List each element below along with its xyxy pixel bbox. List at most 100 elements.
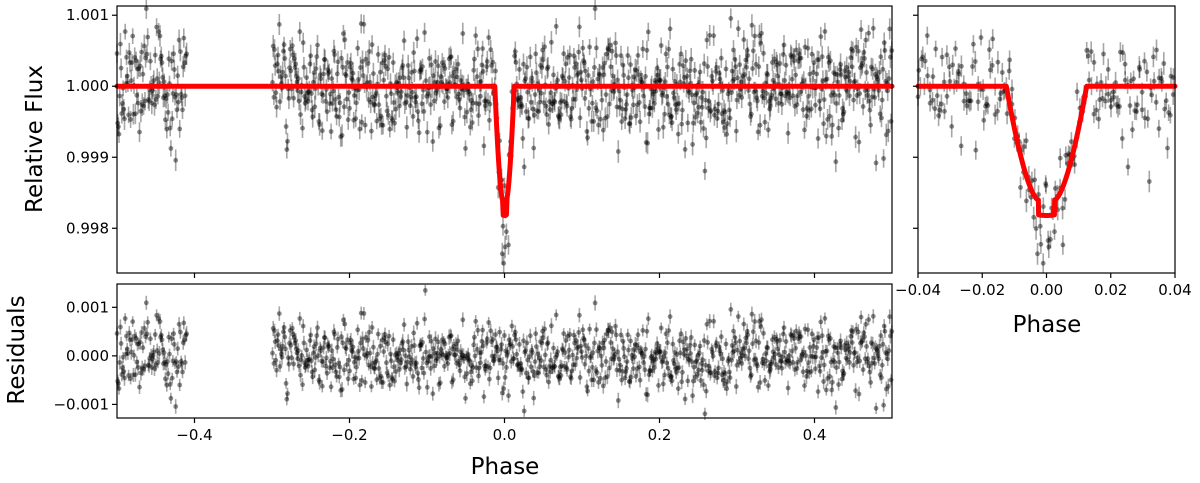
- data-point: [1063, 152, 1069, 158]
- data-point: [1131, 76, 1136, 82]
- data-point: [414, 320, 420, 326]
- data-point: [862, 88, 868, 93]
- data-point: [846, 343, 852, 349]
- data-point: [850, 48, 856, 54]
- data-point: [565, 333, 571, 339]
- data-point: [793, 47, 799, 53]
- data-point: [315, 325, 320, 331]
- data-point: [846, 69, 852, 75]
- data-point: [128, 117, 134, 122]
- data-point: [363, 335, 369, 340]
- data-point: [345, 376, 351, 382]
- data-point: [528, 99, 534, 105]
- data-point: [741, 37, 747, 43]
- data-point: [691, 364, 697, 370]
- data-point: [382, 52, 388, 58]
- data-point: [827, 374, 833, 379]
- data-point: [866, 30, 871, 36]
- data-point: [563, 338, 569, 343]
- data-point: [863, 37, 869, 43]
- data-point: [630, 356, 635, 361]
- data-point: [942, 108, 947, 114]
- data-point: [785, 91, 790, 96]
- data-point: [608, 64, 614, 70]
- data-point: [466, 357, 472, 362]
- data-point: [867, 107, 873, 113]
- data-point: [581, 337, 587, 343]
- data-point: [785, 385, 791, 391]
- data-point: [1086, 53, 1091, 59]
- data-point: [128, 78, 134, 83]
- data-point: [582, 96, 588, 101]
- data-point: [865, 88, 871, 93]
- data-point: [450, 346, 455, 352]
- data-point: [825, 117, 830, 122]
- data-point: [667, 26, 673, 32]
- data-point: [555, 113, 561, 119]
- data-point: [778, 91, 783, 97]
- data-point: [725, 358, 731, 364]
- data-point: [399, 357, 404, 363]
- data-point: [276, 343, 281, 348]
- data-point: [696, 367, 702, 373]
- data-point: [692, 342, 698, 348]
- data-point: [847, 350, 853, 355]
- data-point: [118, 41, 123, 47]
- data-point: [497, 357, 503, 363]
- data-point: [801, 349, 807, 355]
- data-point: [600, 383, 606, 389]
- data-point: [133, 335, 139, 341]
- data-point: [729, 68, 735, 74]
- data-point: [927, 100, 933, 106]
- data-point: [748, 114, 753, 119]
- data-point: [840, 368, 845, 374]
- data-point: [884, 351, 890, 357]
- data-point: [457, 368, 463, 374]
- data-point: [626, 347, 631, 353]
- data-point: [403, 353, 408, 359]
- data-point: [378, 373, 384, 379]
- data-point: [407, 103, 413, 109]
- data-point: [408, 94, 414, 100]
- data-point: [840, 106, 845, 111]
- data-point: [628, 115, 634, 120]
- data-point: [585, 346, 591, 351]
- data-point: [745, 332, 751, 338]
- data-point: [330, 356, 336, 362]
- data-point: [122, 116, 127, 122]
- data-point: [347, 105, 352, 111]
- data-point: [296, 348, 301, 353]
- data-point: [118, 324, 123, 330]
- data-point: [704, 321, 710, 327]
- data-point: [479, 62, 485, 68]
- data-point: [802, 44, 808, 50]
- data-point: [297, 29, 303, 35]
- data-point: [786, 90, 792, 96]
- data-point: [925, 73, 930, 79]
- data-point: [552, 364, 558, 369]
- data-point: [131, 111, 136, 117]
- data-point: [823, 387, 829, 393]
- data-point: [327, 101, 333, 106]
- data-point: [387, 126, 393, 132]
- data-point: [658, 77, 663, 83]
- data-point: [671, 358, 676, 363]
- data-point: [335, 59, 341, 65]
- data-point: [673, 366, 678, 371]
- data-point: [538, 358, 544, 363]
- data-point: [381, 349, 387, 354]
- data-point: [381, 335, 387, 341]
- data-point: [757, 380, 763, 385]
- main-ytick-label: 0.999: [66, 148, 109, 166]
- data-point: [392, 120, 397, 126]
- data-point: [390, 60, 396, 65]
- data-point: [551, 345, 556, 351]
- data-point: [323, 363, 329, 369]
- data-point: [402, 101, 408, 106]
- data-point: [870, 341, 876, 347]
- data-point: [532, 359, 538, 364]
- data-point: [1166, 110, 1171, 116]
- data-point: [958, 143, 964, 149]
- data-point: [1035, 251, 1040, 257]
- data-point: [807, 345, 813, 350]
